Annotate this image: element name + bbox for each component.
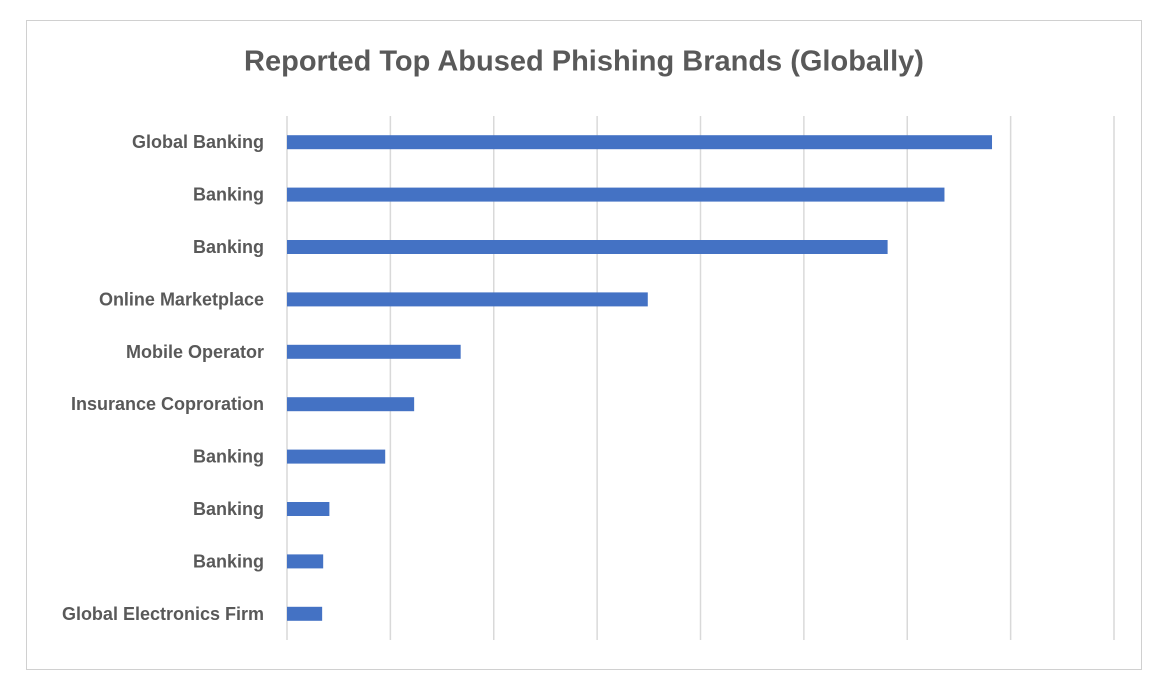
category-label: Banking — [193, 499, 264, 519]
category-label: Insurance Coproration — [71, 394, 264, 414]
category-label: Banking — [193, 551, 264, 571]
bar — [287, 554, 324, 569]
bars — [287, 135, 993, 621]
category-label: Global Electronics Firm — [62, 604, 264, 624]
chart-title: Reported Top Abused Phishing Brands (Glo… — [244, 45, 924, 78]
bar — [287, 240, 888, 254]
category-label: Banking — [193, 185, 264, 205]
bar — [287, 187, 945, 202]
chart-frame — [26, 20, 1142, 670]
category-label: Global Banking — [132, 132, 264, 152]
category-label: Online Marketplace — [99, 289, 264, 309]
category-labels: Global Banking Banking Banking Online Marke… — [62, 132, 264, 624]
bar — [287, 344, 461, 359]
category-label: Mobile Operator — [126, 342, 264, 362]
gridlines — [286, 116, 1115, 640]
bar — [287, 135, 993, 150]
category-label: Banking — [193, 237, 264, 257]
bar — [287, 397, 415, 412]
bar — [287, 502, 330, 516]
bar — [287, 449, 386, 464]
bar — [287, 606, 323, 621]
bar — [287, 292, 648, 307]
category-label: Banking — [193, 447, 264, 467]
